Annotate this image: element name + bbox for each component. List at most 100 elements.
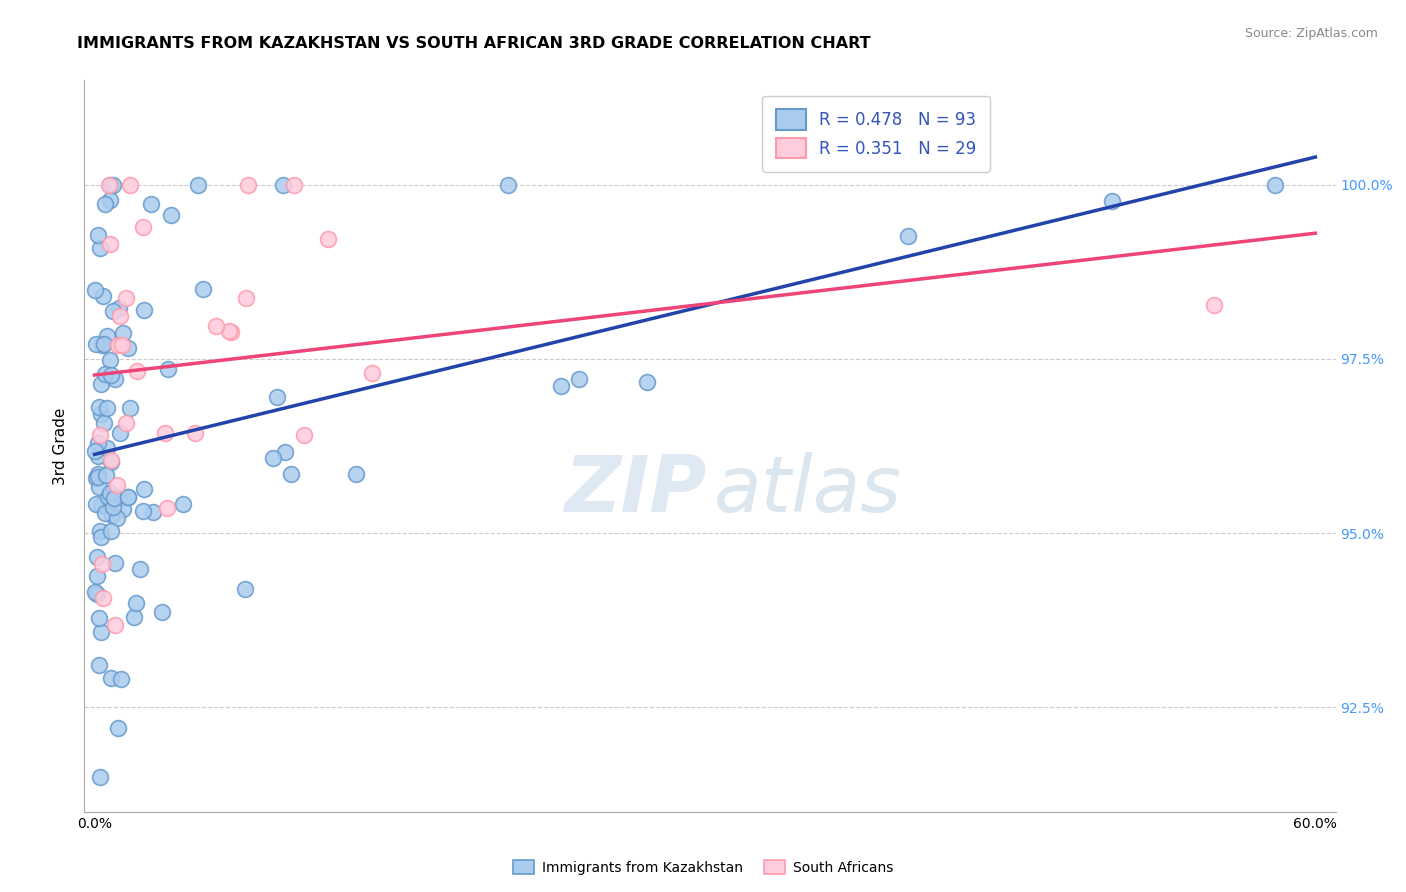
Point (94, 367, 117, 381)
Point (87, 469, 110, 483)
Point (100, 671, 122, 685)
Point (122, 610, 145, 624)
Point (101, 304, 124, 318)
Point (90, 338, 112, 352)
Point (274, 445, 297, 459)
Point (108, 301, 131, 316)
Point (111, 337, 134, 351)
Point (129, 562, 152, 576)
Point (93, 591, 115, 605)
Point (132, 503, 155, 517)
Point (108, 309, 131, 323)
Text: atlas: atlas (714, 452, 901, 528)
Point (101, 500, 124, 515)
Point (150, 606, 173, 620)
Text: IMMIGRANTS FROM KAZAKHSTAN VS SOUTH AFRICAN 3RD GRADE CORRELATION CHART: IMMIGRANTS FROM KAZAKHSTAN VS SOUTH AFRI… (77, 36, 870, 51)
Point (96, 467, 118, 482)
Point (104, 372, 127, 386)
Point (118, 178, 141, 192)
Point (87, 467, 110, 481)
Point (87, 401, 110, 415)
Point (100, 524, 122, 538)
Point (86, 435, 108, 450)
Point (117, 491, 139, 505)
Point (107, 491, 129, 505)
Point (219, 326, 242, 340)
Legend: Immigrants from Kazakhstan, South Africans: Immigrants from Kazakhstan, South Africa… (508, 855, 898, 880)
Point (84, 497, 107, 511)
Point (91, 289, 114, 303)
Point (266, 390, 288, 404)
Point (153, 425, 176, 440)
Point (218, 324, 240, 338)
Point (117, 490, 139, 504)
Point (172, 497, 194, 511)
Point (84, 471, 107, 485)
Point (280, 467, 302, 482)
Point (87, 610, 110, 624)
Point (98, 178, 121, 192)
Point (90, 498, 112, 512)
Point (98, 237, 121, 252)
Point (89, 658, 111, 673)
Point (360, 366, 382, 380)
Point (108, 425, 131, 440)
Point (89, 241, 111, 255)
Point (184, 426, 207, 441)
Point (567, 372, 589, 386)
Point (90, 377, 112, 392)
Y-axis label: 3rd Grade: 3rd Grade (53, 408, 69, 484)
Point (100, 452, 122, 467)
Point (114, 291, 136, 305)
Point (107, 721, 129, 735)
Point (83, 443, 105, 458)
Point (103, 491, 125, 506)
Point (90, 530, 112, 544)
Point (103, 178, 125, 192)
Point (107, 338, 129, 352)
Point (87, 449, 110, 463)
Point (160, 208, 183, 222)
Point (93, 337, 115, 351)
Legend: R = 0.478   N = 93, R = 0.351   N = 29: R = 0.478 N = 93, R = 0.351 N = 29 (762, 96, 990, 171)
Point (156, 362, 179, 376)
Point (89, 770, 111, 784)
Point (91, 557, 114, 571)
Point (1202, 298, 1225, 312)
Point (186, 178, 208, 192)
Point (112, 326, 135, 341)
Point (100, 508, 122, 523)
Point (105, 510, 128, 524)
Point (96, 329, 118, 343)
Point (262, 450, 284, 465)
Point (98, 353, 121, 368)
Point (205, 318, 228, 333)
Point (142, 505, 165, 519)
Point (273, 178, 295, 192)
Point (236, 178, 259, 193)
Point (90, 407, 112, 421)
Point (193, 282, 215, 296)
Point (90, 625, 112, 640)
Point (84, 283, 107, 297)
Point (117, 341, 139, 355)
Point (1264, 178, 1286, 192)
Point (112, 501, 135, 516)
Point (96, 490, 118, 504)
Point (1101, 194, 1123, 208)
Point (87, 480, 110, 494)
Point (125, 596, 148, 610)
Point (86, 587, 108, 601)
Point (636, 375, 658, 389)
Point (233, 582, 256, 596)
Point (83, 585, 105, 599)
Point (100, 368, 122, 382)
Point (96, 401, 118, 415)
Text: ZIP: ZIP (564, 452, 706, 528)
Point (897, 229, 920, 244)
Point (86, 549, 108, 564)
Text: Source: ZipAtlas.com: Source: ZipAtlas.com (1244, 27, 1378, 40)
Point (550, 379, 572, 393)
Point (127, 364, 149, 378)
Point (84, 337, 107, 351)
